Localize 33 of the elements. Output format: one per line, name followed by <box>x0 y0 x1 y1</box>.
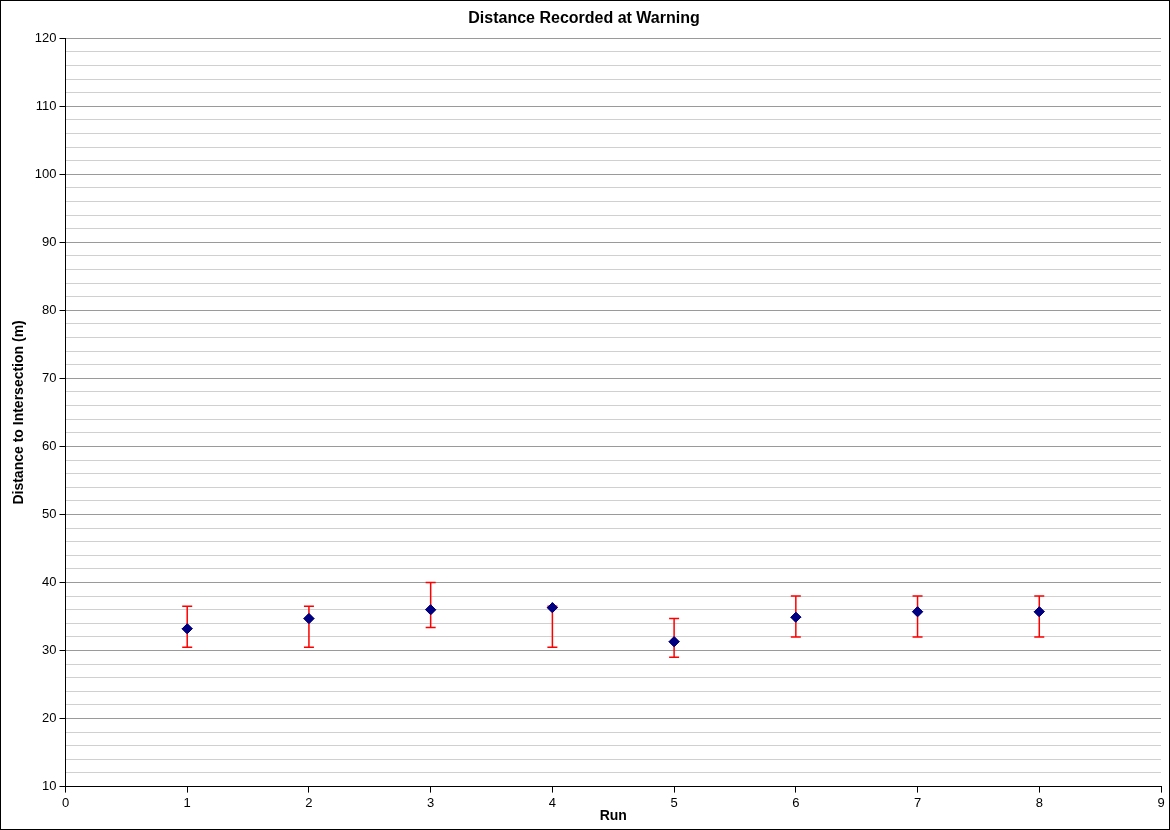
chart-title: Distance Recorded at Warning <box>468 9 700 27</box>
point <box>790 611 802 623</box>
point <box>1033 606 1045 618</box>
x-tick-label: 1 <box>183 794 191 810</box>
y-tick-label: 60 <box>42 438 57 453</box>
x-tick-label: 5 <box>670 794 678 810</box>
x-tick-label: 7 <box>913 794 922 810</box>
y-tick-label: 100 <box>34 165 57 181</box>
x-tick-label: 6 <box>792 794 800 810</box>
y-axis-title: Distance to Intersection (m) <box>10 320 27 505</box>
y-tick-label: 40 <box>42 574 57 590</box>
x-tick-label: 3 <box>427 794 435 810</box>
x-axis-title: Run <box>599 807 627 824</box>
x-tick-label: 0 <box>61 794 70 810</box>
x-tick-label: 8 <box>1035 794 1043 810</box>
x-tick-label: 9 <box>1157 794 1165 810</box>
y-tick-label: 30 <box>42 642 57 658</box>
x-tick-label: 4 <box>548 794 556 810</box>
point <box>668 636 680 648</box>
x-tick-label: 2 <box>305 794 313 810</box>
y-tick-label: 10 <box>42 778 57 794</box>
y-tick-label: 80 <box>42 301 57 317</box>
point <box>912 606 924 618</box>
y-tick-label: 110 <box>35 97 57 113</box>
point <box>425 604 437 616</box>
point <box>303 613 315 625</box>
y-tick-label: 70 <box>42 369 57 385</box>
point <box>181 623 193 635</box>
point <box>546 602 558 614</box>
y-tick-label: 20 <box>42 710 57 726</box>
y-tick-label: 90 <box>42 233 57 249</box>
y-tick-label: 120 <box>34 29 57 45</box>
y-tick-label: 50 <box>42 506 57 522</box>
